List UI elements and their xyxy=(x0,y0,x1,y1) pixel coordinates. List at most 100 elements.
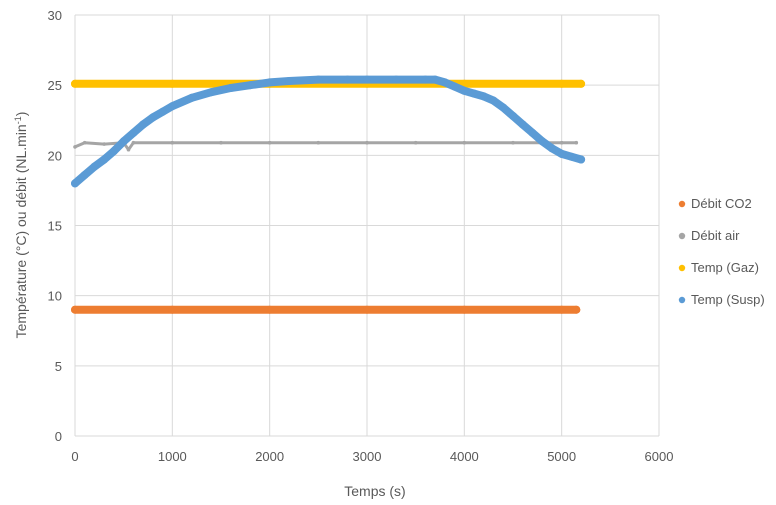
series-line xyxy=(73,141,578,152)
data-point xyxy=(168,102,177,111)
x-tick-label: 4000 xyxy=(450,449,479,464)
data-point xyxy=(538,137,547,146)
data-point xyxy=(567,152,576,161)
data-point xyxy=(363,305,371,314)
legend-marker xyxy=(678,264,686,272)
tick-labels: 0 5 10 15 20 25 30 0 1000 2000 3000 4000 5000 6000 xyxy=(48,8,674,464)
legend-label: Temp (Gaz) xyxy=(691,260,759,275)
x-tick-label: 3000 xyxy=(353,449,382,464)
y-tick-label: 25 xyxy=(48,78,62,93)
data-point xyxy=(577,155,586,164)
y-tick-label: 0 xyxy=(55,429,62,444)
data-point xyxy=(71,179,79,188)
data-point xyxy=(90,162,99,171)
y-tick-label: 10 xyxy=(48,289,62,304)
legend-item: Débit air xyxy=(678,228,740,243)
x-tick-label: 1000 xyxy=(158,449,187,464)
y-axis-title-superscript: -1 xyxy=(13,116,23,124)
y-axis-title: Température (°C) ou débit (NL.min-1) xyxy=(13,112,29,339)
data-point xyxy=(557,149,566,158)
data-point xyxy=(572,305,581,314)
data-point xyxy=(246,81,255,90)
legend-item: Débit CO2 xyxy=(678,196,752,211)
legend-item: Temp (Susp) xyxy=(678,292,765,307)
data-point xyxy=(499,103,508,112)
data-point xyxy=(168,305,177,314)
data-point xyxy=(557,305,566,314)
series-temp-susp xyxy=(71,75,586,188)
legend-label: Débit air xyxy=(691,228,740,243)
data-point xyxy=(557,79,566,88)
data-point xyxy=(226,84,235,92)
data-point xyxy=(509,112,517,120)
x-tick-label: 6000 xyxy=(645,449,674,464)
data-point xyxy=(462,140,467,145)
data-point xyxy=(460,305,469,314)
x-tick-label: 5000 xyxy=(547,449,576,464)
data-point xyxy=(100,155,109,164)
data-point xyxy=(267,140,272,145)
y-tick-label: 20 xyxy=(48,148,62,163)
legend: Débit CO2 Débit air Temp (Gaz) Temp (Susp) xyxy=(678,196,765,307)
series-line xyxy=(71,75,586,188)
y-tick-label: 30 xyxy=(48,8,62,23)
y-axis-title-main: Température (°C) ou débit (NL.min xyxy=(13,124,29,338)
data-point xyxy=(80,171,89,179)
data-point xyxy=(316,140,321,145)
data-point xyxy=(148,113,157,122)
data-point xyxy=(139,120,148,129)
legend-marker xyxy=(678,200,686,208)
series-d-bit-co2 xyxy=(71,305,581,314)
data-point xyxy=(158,107,167,116)
data-point xyxy=(343,75,352,84)
legend-label: Débit CO2 xyxy=(691,196,752,211)
data-point xyxy=(119,137,128,146)
data-point xyxy=(574,140,579,145)
legend-label: Temp (Susp) xyxy=(691,292,765,307)
data-point xyxy=(479,92,488,101)
data-point xyxy=(102,142,106,146)
data-point xyxy=(440,78,449,87)
data-point xyxy=(71,79,79,88)
data-point xyxy=(431,75,440,84)
series-layer xyxy=(71,75,586,314)
data-point xyxy=(450,82,459,91)
data-point xyxy=(528,128,537,137)
data-point xyxy=(109,147,118,156)
y-axis-title-close: ) xyxy=(13,112,29,117)
data-point xyxy=(365,140,369,145)
legend-marker xyxy=(678,232,686,240)
x-axis-title: Temps (s) xyxy=(344,483,405,499)
data-point xyxy=(187,93,196,102)
data-point xyxy=(421,75,430,84)
data-point xyxy=(285,77,294,85)
data-point xyxy=(547,144,556,153)
data-point xyxy=(131,140,136,145)
data-point xyxy=(129,128,138,137)
data-point xyxy=(71,305,79,314)
data-point xyxy=(170,140,175,145)
x-tick-label: 0 xyxy=(71,449,78,464)
data-point xyxy=(126,147,131,152)
data-point xyxy=(413,140,418,145)
data-point xyxy=(265,305,274,314)
data-point xyxy=(168,79,177,88)
data-point xyxy=(363,75,371,84)
data-point xyxy=(489,96,498,105)
data-point xyxy=(219,140,223,145)
data-point xyxy=(73,145,77,149)
y-tick-label: 15 xyxy=(48,219,62,234)
data-point xyxy=(470,89,479,98)
legend-item: Temp (Gaz) xyxy=(678,260,759,275)
legend-marker xyxy=(678,296,686,304)
x-tick-label: 2000 xyxy=(255,449,284,464)
data-point xyxy=(392,75,401,84)
data-point xyxy=(577,79,586,88)
data-point xyxy=(314,75,323,84)
data-point xyxy=(207,88,216,97)
y-tick-label: 5 xyxy=(55,359,62,374)
data-point xyxy=(559,140,564,145)
series-d-bit-air xyxy=(73,140,579,152)
